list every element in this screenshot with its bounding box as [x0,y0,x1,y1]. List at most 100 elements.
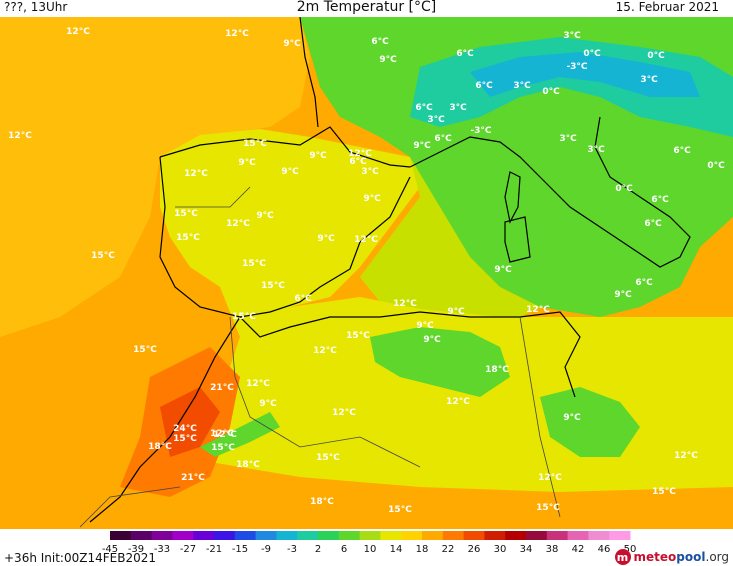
legend-tick-label: 10 [364,544,377,555]
legend-swatch [276,531,298,540]
brand-text-part3: .org [705,550,730,564]
temperature-label: 15°C [261,281,285,291]
brand[interactable]: m meteopool.org [614,549,730,565]
legend-swatch [130,531,153,540]
legend-tick-label: 14 [390,544,403,555]
legend-swatch [484,531,506,540]
valid-date: 15. Februar 2021 [615,0,719,14]
legend-swatch [401,531,423,540]
temperature-label: 21°C [210,383,234,393]
legend-swatch [588,531,610,540]
temperature-label: 12°C [66,27,90,37]
legend-tick-label: 46 [598,544,611,555]
temperature-label: 9°C [309,151,327,161]
temperature-label: 18°C [310,497,334,507]
temperature-label: 3°C [587,145,605,155]
temperature-label: 12°C [225,29,249,39]
legend-swatch [172,531,194,540]
legend-swatch [442,531,465,540]
temperature-label: 15°C [174,209,198,219]
temperature-label: 0°C [707,161,725,171]
brand-text-part2: pool [676,550,706,564]
legend-swatch [234,531,257,540]
temperature-label: 15°C [173,434,197,444]
legend-tick-label: -9 [261,544,271,555]
temperature-label: 3°C [361,167,379,177]
temperature-label: 9°C [413,141,431,151]
legend-swatch [214,531,236,540]
legend-swatch [255,531,277,540]
temperature-label: 6°C [651,195,669,205]
temperature-label: 15°C [536,503,560,513]
legend-tick-label: 18 [416,544,429,555]
temperature-label: 12°C [354,235,378,245]
temperature-label: 3°C [640,75,658,85]
temperature-label: 12°C [526,305,550,315]
temperature-label: 3°C [449,103,467,113]
legend-swatch [380,531,402,540]
temperature-label: 24°C [173,424,197,434]
temperature-label: 12°C [393,299,417,309]
temperature-label: -3°C [566,62,587,72]
temperature-label: 12°C [674,451,698,461]
temperature-label: 12°C [538,473,562,483]
temperature-label: 9°C [256,211,274,221]
legend-swatch [422,531,444,540]
temperature-label: 9°C [494,265,512,275]
tunisia-green-zone [540,387,640,457]
temperature-label: 6°C [415,103,433,113]
legend-tick-label: -27 [180,544,196,555]
temperature-label: 6°C [635,278,653,288]
temperature-label: 12°C [184,169,208,179]
legend-tick-label: -21 [206,544,222,555]
temperature-label: 15°C [316,453,340,463]
alps-zone [410,37,733,137]
temperature-label: 15°C [232,312,256,322]
legend-ticks: -45 -39 -33 -27 -21 -15 -9 -3 2 6 10 14 18 22 26 30 34 38… [102,544,637,555]
temperature-label: 9°C [281,167,299,177]
legend-swatch [609,531,631,540]
legend-swatch [338,531,361,540]
temperature-label: 9°C [416,321,434,331]
temperature-label: 15°C [91,251,115,261]
legend-tick-label: 26 [468,544,481,555]
legend-tick-label: -33 [154,544,170,555]
iberia-zone [160,129,420,307]
temperature-label: 3°C [513,81,531,91]
legend-swatch [297,531,319,540]
temperature-label: 6°C [644,219,662,229]
temperature-label: 18°C [485,365,509,375]
temperature-label: 3°C [563,31,581,41]
temperature-label: 18°C [236,460,260,470]
temperature-label: 15°C [388,505,412,515]
temperature-label: 9°C [379,55,397,65]
temperature-label: 9°C [363,194,381,204]
temperature-label: 15°C [176,233,200,243]
meteopool-logo-icon: m [614,549,631,565]
temperature-label: 3°C [559,134,577,144]
temperature-label: 3°C [427,115,445,125]
legend-tick-label: -45 [102,544,118,555]
temperature-label: 6°C [456,49,474,59]
temperature-label: 12°C [446,397,470,407]
legend-swatch [193,531,215,540]
sahara-zone [180,457,733,529]
temperature-label: 9°C [614,290,632,300]
morocco-hottest-zone [160,387,220,457]
atlantic-zone [0,17,310,337]
temperature-label: 6°C [475,81,493,91]
temperature-label: 0°C [647,51,665,61]
temperature-map[interactable]: 12°C 12°C9°C 6°C9°C6°C3°C0°C-3°C0°C3°C0°C3… [0,17,733,529]
legend-swatch [318,531,340,540]
legend-tick-label: 50 [624,544,637,555]
legend-tick-label: 22 [442,544,455,555]
legend-swatch [110,531,132,540]
north-africa-zone [180,287,733,529]
temperature-label: 9°C [423,335,441,345]
temperature-labels: 12°C 12°C9°C 6°C9°C6°C3°C0°C-3°C0°C3°C0°C3… [8,27,725,515]
temperature-label: 12°C [210,429,234,439]
temperature-label: 12°C [246,379,270,389]
temperature-label: 9°C [283,39,301,49]
alps-cold-zone [470,52,700,97]
temperature-label: 12°C [348,149,372,159]
